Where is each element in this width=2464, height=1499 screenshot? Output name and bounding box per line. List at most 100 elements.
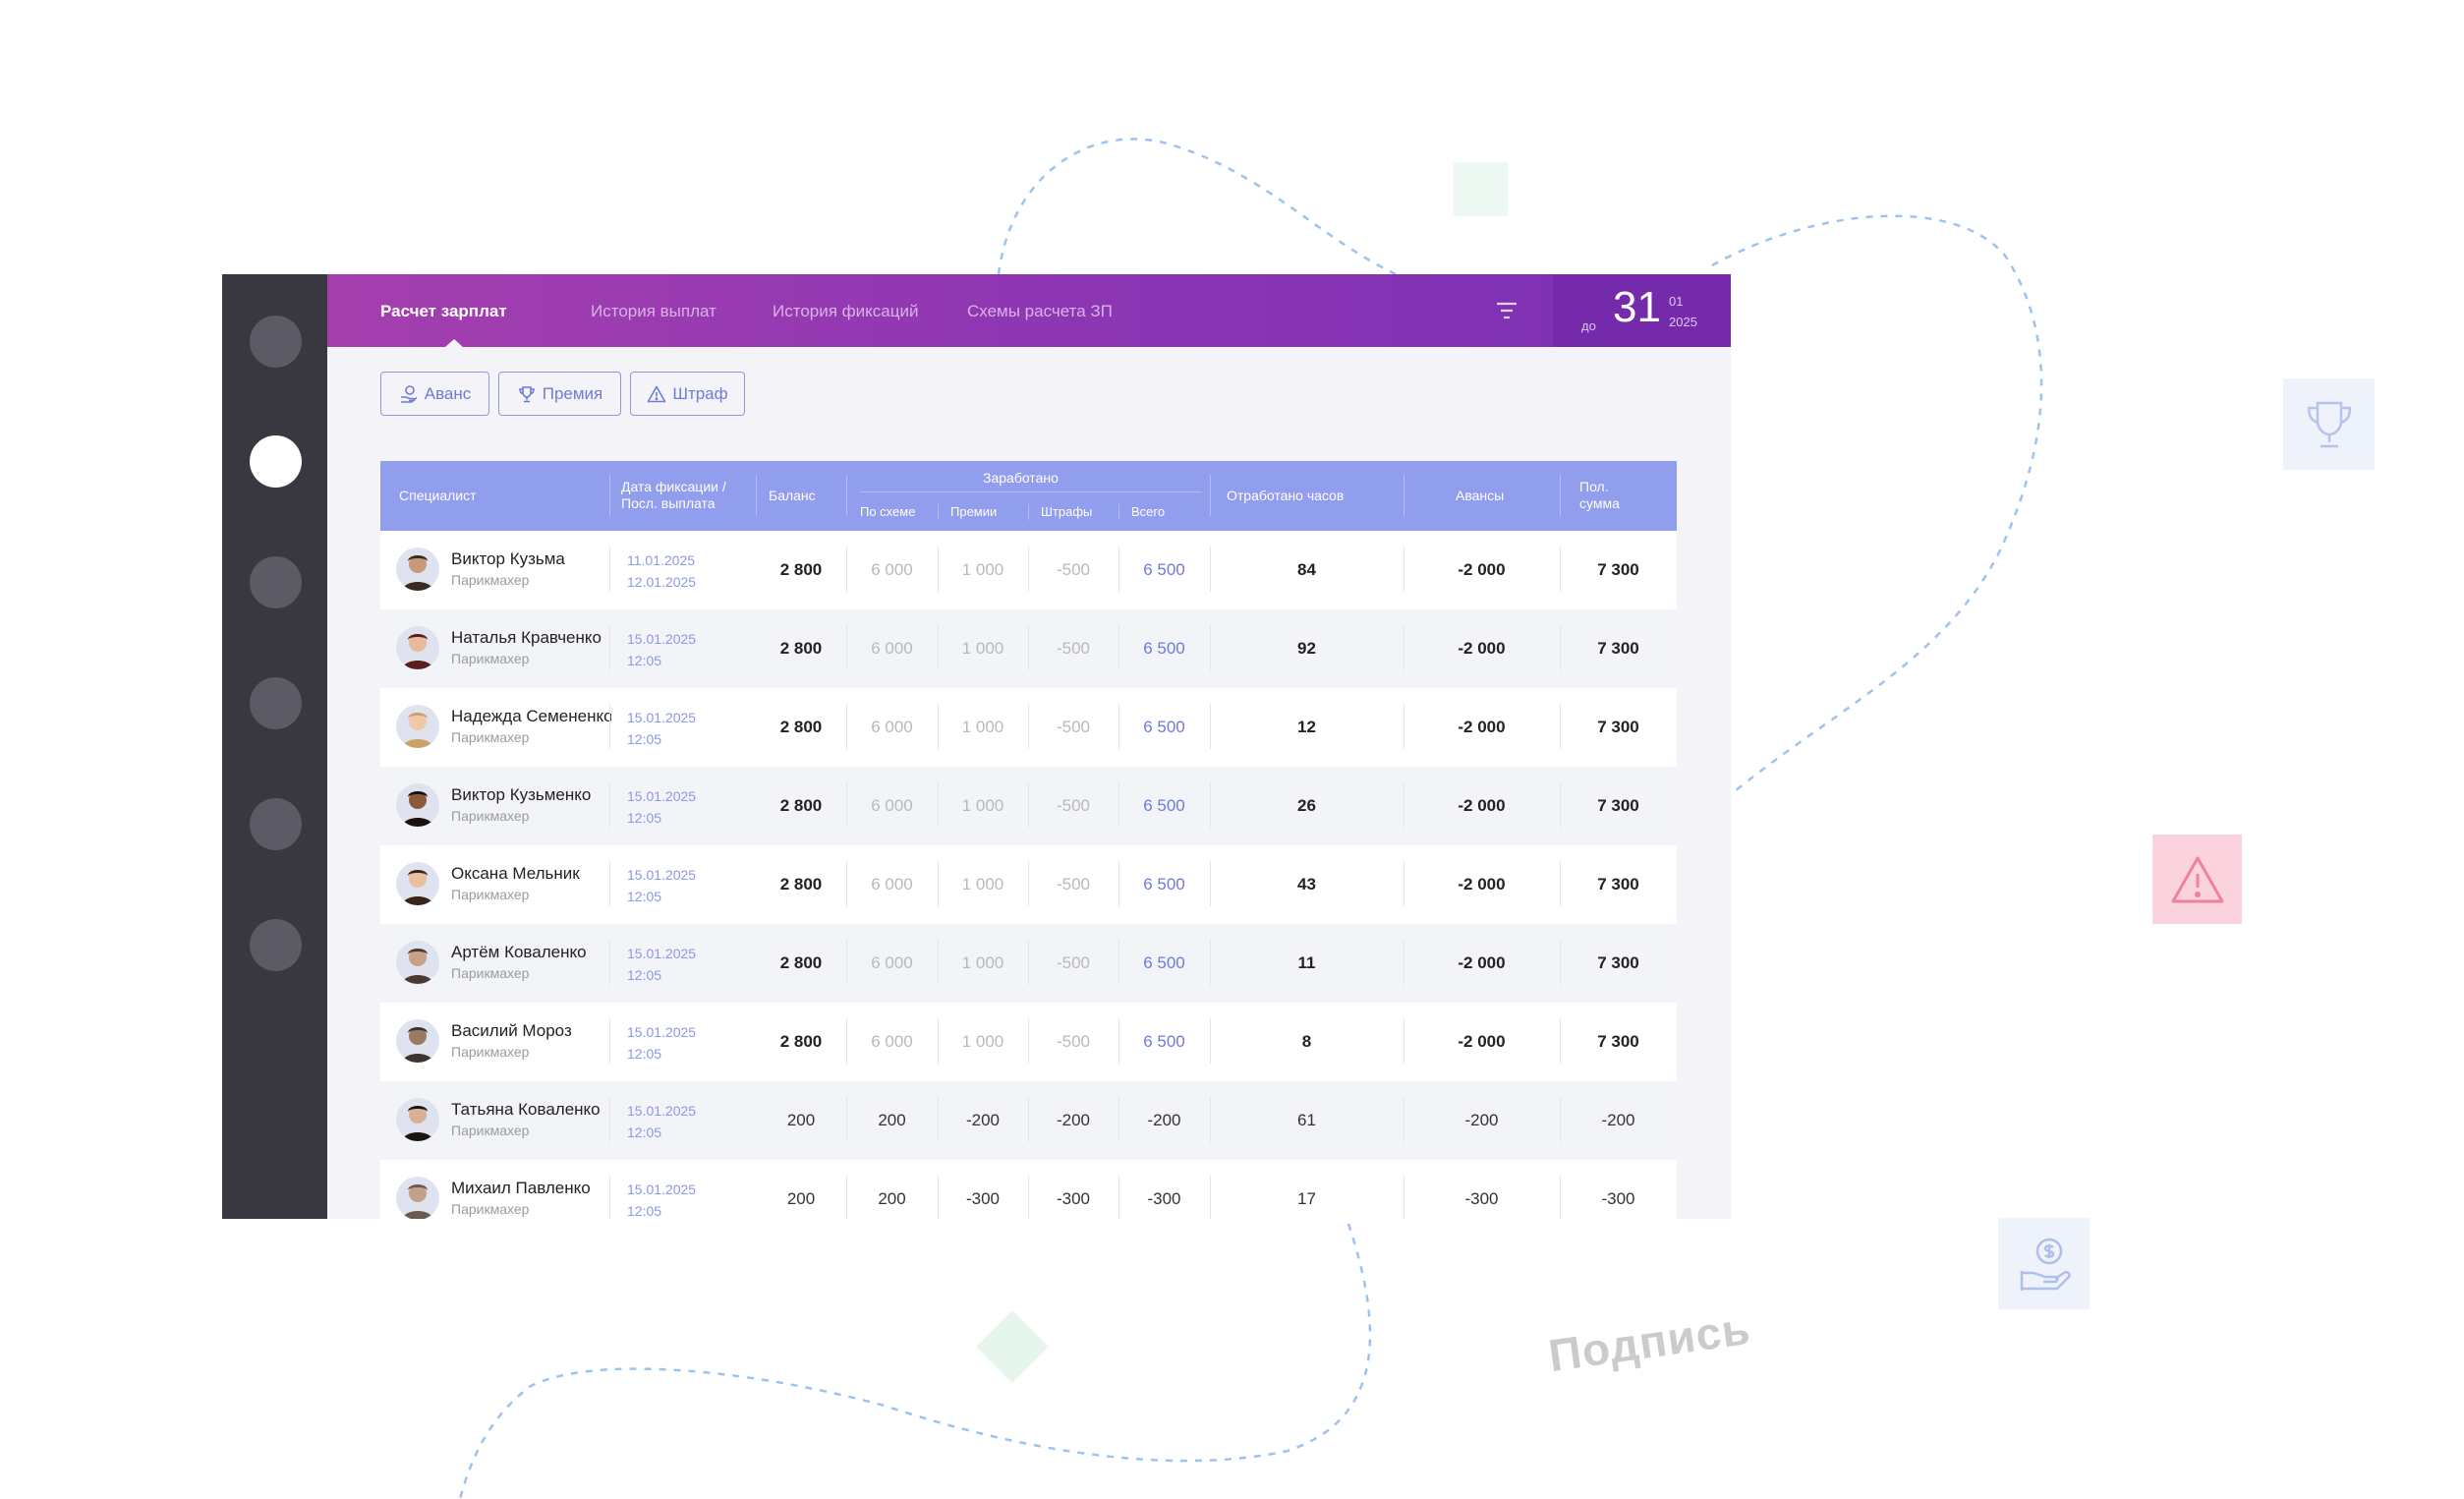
sidebar-item-1[interactable] (250, 316, 302, 368)
col-total[interactable]: Всего (1131, 504, 1166, 519)
table-row[interactable]: Артём Коваленко Парикмахер 15.01.2025 12… (380, 924, 1677, 1003)
specialist-name[interactable]: Оксана Мельник (451, 864, 580, 883)
sidebar-item-3[interactable] (250, 556, 302, 608)
cell-separator (1210, 1018, 1211, 1064)
table-row[interactable]: Михаил Павленко Парикмахер 15.01.2025 12… (380, 1160, 1677, 1219)
balance-cell: 2 800 (779, 718, 823, 736)
date-day: 31 (1613, 283, 1661, 331)
sidebar-item-4[interactable] (250, 677, 302, 729)
hours-cell: 11 (1297, 953, 1316, 972)
cell-separator (1210, 782, 1211, 828)
pay-cell: 7 300 (1597, 796, 1639, 815)
filter-icon[interactable] (1493, 299, 1520, 322)
advance-label: Аванс (424, 383, 472, 403)
pay-cell: 7 300 (1597, 718, 1639, 736)
cell-separator (1560, 1176, 1561, 1219)
balance-cell: 2 800 (779, 560, 823, 579)
cell-separator (938, 782, 939, 828)
table-row[interactable]: Виктор Кузьма Парикмахер 11.01.2025 12.0… (380, 531, 1677, 609)
pay-cell: -200 (1601, 1111, 1635, 1129)
avatar (396, 1019, 439, 1063)
tab-salary-calc[interactable]: Расчет зарплат (380, 302, 507, 320)
specialist-name[interactable]: Татьяна Коваленко (451, 1100, 601, 1119)
sidebar-item-5[interactable] (250, 798, 302, 850)
balance-cell: 200 (786, 1189, 816, 1208)
bonus-cell: 1 000 (961, 953, 1004, 972)
hours-cell: 84 (1297, 560, 1316, 579)
cell-separator (609, 861, 610, 906)
advance-cell: -200 (1464, 1111, 1499, 1129)
last-payment-date: 12:05 (627, 810, 662, 826)
table-row[interactable]: Татьяна Коваленко Парикмахер 15.01.2025 … (380, 1081, 1677, 1160)
scheme-cell: 200 (878, 1189, 906, 1208)
table-row[interactable]: Оксана Мельник Парикмахер 15.01.2025 12:… (380, 845, 1677, 924)
fixation-date: 15.01.2025 (627, 946, 697, 961)
bonus-cell: -200 (965, 1111, 1001, 1129)
bonus-cell: -300 (965, 1189, 1001, 1208)
date-picker[interactable]: до 31 01 2025 (1553, 274, 1731, 347)
header-separator (1210, 475, 1211, 516)
cell-separator (1560, 547, 1561, 592)
specialist-role: Парикмахер (451, 1123, 530, 1138)
table-row[interactable]: Василий Мороз Парикмахер 15.01.2025 12:0… (380, 1003, 1677, 1081)
fine-button[interactable]: Штраф (630, 372, 745, 416)
cell-separator (1560, 704, 1561, 749)
col-bonuses[interactable]: Премии (950, 504, 998, 519)
header-separator (938, 504, 939, 520)
cell-separator (938, 940, 939, 985)
cell-separator (609, 625, 610, 670)
last-payment-date: 12:05 (627, 1046, 662, 1062)
last-payment-date: 12:05 (627, 1203, 662, 1219)
sidebar-item-6[interactable] (250, 919, 302, 971)
table-row[interactable]: Наталья Кравченко Парикмахер 15.01.2025 … (380, 609, 1677, 688)
specialist-name[interactable]: Виктор Кузьменко (451, 785, 592, 804)
col-pay-line1[interactable]: Пол. (1579, 479, 1609, 494)
date-prefix: до (1581, 318, 1596, 333)
specialist-name[interactable]: Надежда Семененко (451, 707, 611, 725)
specialist-name[interactable]: Михаил Павленко (451, 1179, 591, 1197)
table-row[interactable]: Надежда Семененко Парикмахер 15.01.2025 … (380, 688, 1677, 767)
specialist-name[interactable]: Артём Коваленко (451, 943, 587, 961)
col-fix-date-line2[interactable]: Посл. выплата (621, 495, 716, 511)
bonus-button[interactable]: Премия (498, 372, 621, 416)
cell-separator (846, 1176, 847, 1219)
col-pay-line2[interactable]: сумма (1579, 495, 1620, 511)
tab-salary-schemes[interactable]: Схемы расчета ЗП (967, 302, 1113, 320)
avatar (396, 783, 439, 827)
specialist-name[interactable]: Наталья Кравченко (451, 628, 602, 647)
col-advances[interactable]: Авансы (1456, 488, 1505, 503)
cell-separator (1118, 1097, 1119, 1142)
col-by-scheme[interactable]: По схеме (860, 504, 916, 519)
bonus-cell: 1 000 (961, 796, 1004, 815)
col-fines[interactable]: Штрафы (1041, 504, 1093, 519)
tab-payment-history[interactable]: История выплат (591, 302, 716, 320)
cell-separator (1028, 1018, 1029, 1064)
advance-button[interactable]: Аванс (380, 372, 489, 416)
header-separator (846, 475, 847, 516)
pay-cell: 7 300 (1597, 560, 1639, 579)
advance-cell: -2 000 (1458, 796, 1506, 815)
specialist-role: Парикмахер (451, 887, 530, 902)
fine-cell: -500 (1056, 560, 1091, 579)
table-row[interactable]: Виктор Кузьменко Парикмахер 15.01.2025 1… (380, 767, 1677, 845)
pay-cell: -300 (1601, 1189, 1635, 1208)
col-fix-date-line1[interactable]: Дата фиксации / (621, 479, 726, 494)
hours-cell: 92 (1297, 639, 1316, 658)
specialist-role: Парикмахер (451, 808, 530, 824)
header-separator (1560, 475, 1561, 516)
scheme-cell: 6 000 (871, 1032, 913, 1051)
col-balance[interactable]: Баланс (769, 488, 816, 503)
col-specialist[interactable]: Специалист (399, 488, 477, 503)
specialist-role: Парикмахер (451, 651, 530, 666)
cell-separator (1210, 704, 1211, 749)
col-hours[interactable]: Отработано часов (1227, 488, 1345, 503)
money-hand-icon (1998, 1218, 2090, 1309)
total-cell: 6 500 (1143, 953, 1185, 972)
specialist-name[interactable]: Василий Мороз (451, 1021, 572, 1040)
sidebar-item-2-active[interactable] (250, 435, 302, 488)
specialist-name[interactable]: Виктор Кузьма (451, 549, 565, 568)
cell-separator (1028, 625, 1029, 670)
cell-separator (1118, 547, 1119, 592)
tab-fixation-history[interactable]: История фиксаций (773, 302, 919, 320)
bonus-cell: 1 000 (961, 875, 1004, 894)
